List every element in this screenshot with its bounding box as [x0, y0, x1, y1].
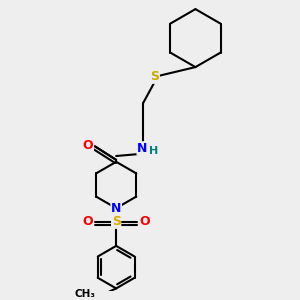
Text: O: O [83, 215, 94, 228]
Text: O: O [83, 139, 94, 152]
Text: H: H [149, 146, 158, 156]
Text: S: S [150, 70, 159, 83]
Text: N: N [137, 142, 148, 155]
Text: S: S [112, 215, 121, 228]
Text: N: N [111, 202, 122, 215]
Text: CH₃: CH₃ [75, 289, 96, 299]
Text: O: O [139, 215, 149, 228]
